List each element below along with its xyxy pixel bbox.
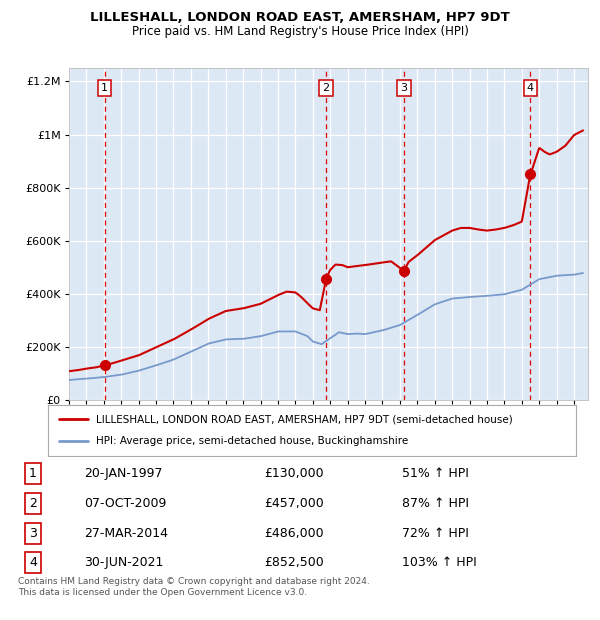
Text: 3: 3 — [29, 527, 37, 540]
Text: This data is licensed under the Open Government Licence v3.0.: This data is licensed under the Open Gov… — [18, 588, 307, 598]
Text: 72% ↑ HPI: 72% ↑ HPI — [402, 527, 469, 540]
Text: 20-JAN-1997: 20-JAN-1997 — [84, 467, 163, 481]
Text: 2: 2 — [29, 497, 37, 510]
Text: £457,000: £457,000 — [264, 497, 324, 510]
Text: 4: 4 — [527, 83, 534, 93]
Text: 1: 1 — [101, 83, 108, 93]
Text: 2: 2 — [323, 83, 330, 93]
Text: 103% ↑ HPI: 103% ↑ HPI — [402, 557, 477, 569]
Text: 87% ↑ HPI: 87% ↑ HPI — [402, 497, 469, 510]
Text: 27-MAR-2014: 27-MAR-2014 — [84, 527, 168, 540]
Text: Price paid vs. HM Land Registry's House Price Index (HPI): Price paid vs. HM Land Registry's House … — [131, 25, 469, 38]
Text: £130,000: £130,000 — [264, 467, 323, 481]
Text: 51% ↑ HPI: 51% ↑ HPI — [402, 467, 469, 481]
Text: 3: 3 — [400, 83, 407, 93]
Text: 30-JUN-2021: 30-JUN-2021 — [84, 557, 163, 569]
Text: 4: 4 — [29, 557, 37, 569]
Text: £852,500: £852,500 — [264, 557, 324, 569]
Text: £486,000: £486,000 — [264, 527, 323, 540]
Text: LILLESHALL, LONDON ROAD EAST, AMERSHAM, HP7 9DT: LILLESHALL, LONDON ROAD EAST, AMERSHAM, … — [90, 11, 510, 24]
Text: 1: 1 — [29, 467, 37, 481]
Text: Contains HM Land Registry data © Crown copyright and database right 2024.: Contains HM Land Registry data © Crown c… — [18, 577, 370, 586]
Text: 07-OCT-2009: 07-OCT-2009 — [84, 497, 166, 510]
Text: LILLESHALL, LONDON ROAD EAST, AMERSHAM, HP7 9DT (semi-detached house): LILLESHALL, LONDON ROAD EAST, AMERSHAM, … — [95, 414, 512, 424]
Text: HPI: Average price, semi-detached house, Buckinghamshire: HPI: Average price, semi-detached house,… — [95, 436, 408, 446]
